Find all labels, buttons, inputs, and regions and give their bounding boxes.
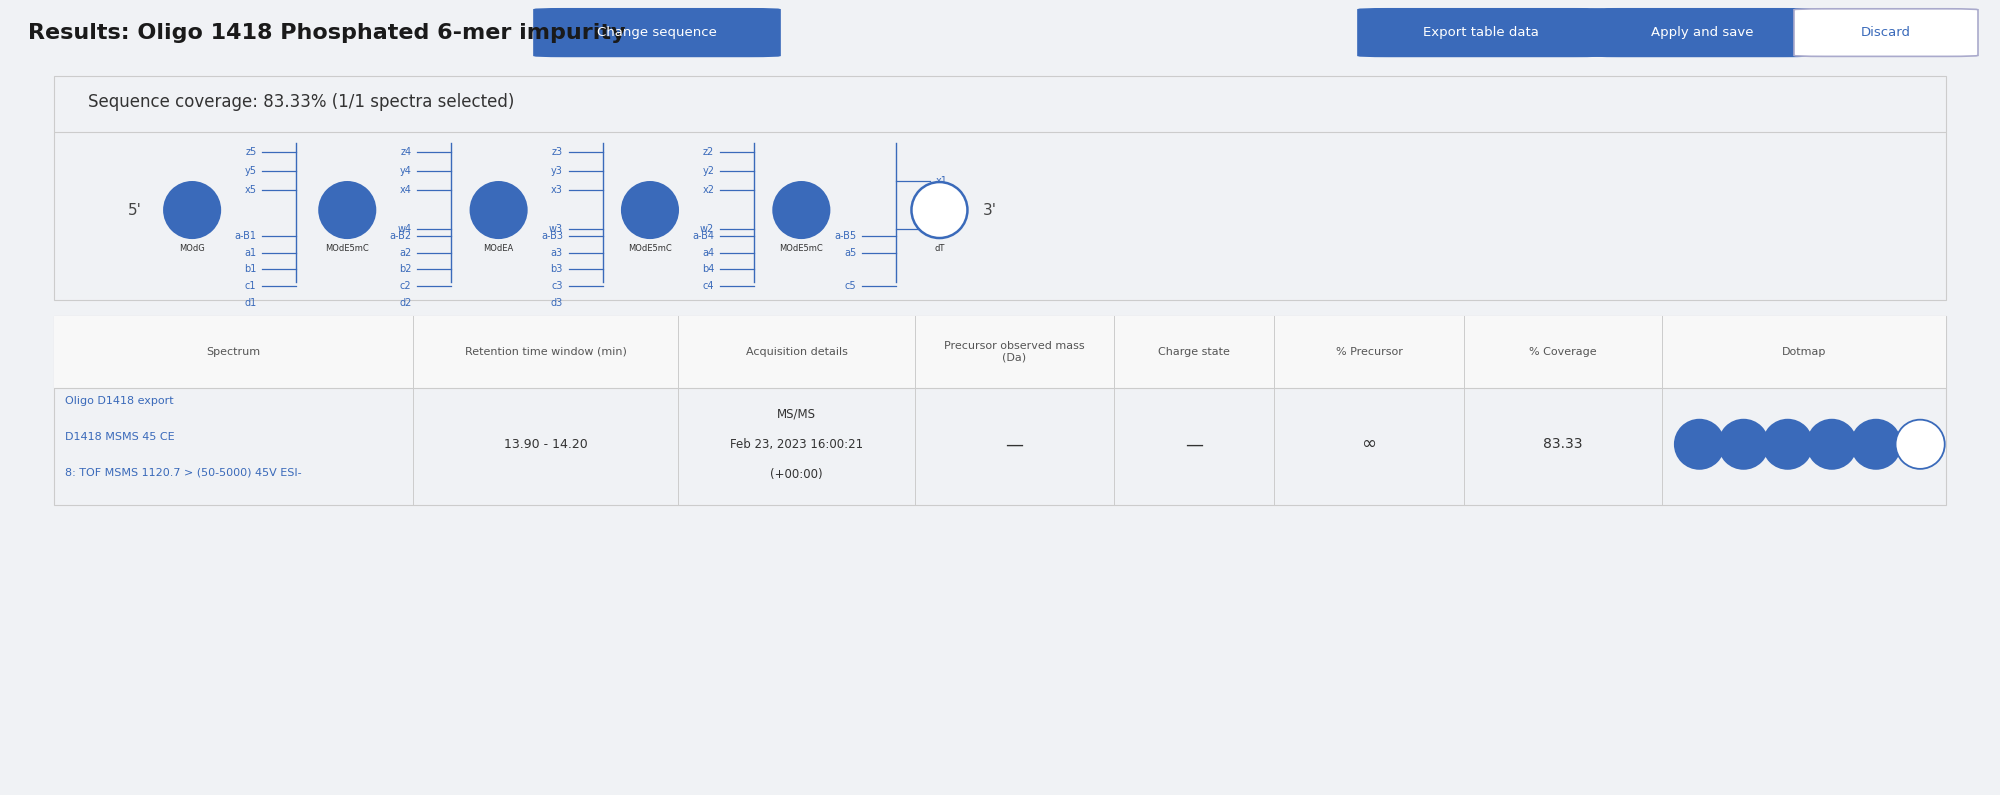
Text: 3': 3' (982, 203, 996, 218)
Text: —: — (1006, 436, 1024, 453)
Text: MS/MS: MS/MS (778, 408, 816, 421)
Text: y3: y3 (552, 166, 562, 176)
Text: c2: c2 (400, 281, 412, 291)
Text: Acquisition details: Acquisition details (746, 347, 848, 357)
Ellipse shape (1896, 420, 1944, 469)
Text: c5: c5 (844, 281, 856, 291)
Ellipse shape (1718, 420, 1768, 469)
FancyBboxPatch shape (54, 316, 1946, 387)
Ellipse shape (622, 182, 678, 238)
Text: x5: x5 (244, 185, 256, 195)
Text: (+00:00): (+00:00) (770, 468, 822, 481)
Text: a2: a2 (400, 247, 412, 258)
Text: Dotmap: Dotmap (1782, 347, 1826, 357)
Text: w1: w1 (936, 224, 950, 234)
Text: Export table data: Export table data (1424, 26, 1538, 39)
Ellipse shape (1808, 420, 1856, 469)
Ellipse shape (774, 182, 830, 238)
Text: 83.33: 83.33 (1544, 437, 1582, 452)
Text: a4: a4 (702, 247, 714, 258)
Text: c1: c1 (244, 281, 256, 291)
Text: b1: b1 (244, 265, 256, 274)
Text: w3: w3 (548, 224, 562, 234)
Text: Results: Oligo 1418 Phosphated 6-mer impurity: Results: Oligo 1418 Phosphated 6-mer imp… (28, 22, 626, 43)
Text: d3: d3 (550, 298, 562, 308)
Text: c4: c4 (702, 281, 714, 291)
Text: a3: a3 (550, 247, 562, 258)
Text: Spectrum: Spectrum (206, 347, 260, 357)
Text: 5': 5' (128, 203, 142, 218)
Text: D1418 MSMS 45 CE: D1418 MSMS 45 CE (66, 432, 174, 442)
Text: z4: z4 (400, 147, 412, 157)
Ellipse shape (912, 182, 968, 238)
Text: % Precursor: % Precursor (1336, 347, 1402, 357)
Text: Feb 23, 2023 16:00:21: Feb 23, 2023 16:00:21 (730, 438, 864, 451)
Ellipse shape (164, 182, 220, 238)
Text: c3: c3 (552, 281, 562, 291)
Text: z2: z2 (704, 147, 714, 157)
Text: y4: y4 (400, 166, 412, 176)
Text: 8: TOF MSMS 1120.7 > (50-5000) 45V ESI-: 8: TOF MSMS 1120.7 > (50-5000) 45V ESI- (66, 467, 302, 478)
Text: 13.90 - 14.20: 13.90 - 14.20 (504, 438, 588, 451)
Text: MOdE5mC: MOdE5mC (628, 243, 672, 253)
Text: z3: z3 (552, 147, 562, 157)
Text: w2: w2 (700, 224, 714, 234)
Text: y2: y2 (702, 166, 714, 176)
Text: MOdE5mC: MOdE5mC (326, 243, 370, 253)
Ellipse shape (1674, 420, 1724, 469)
Text: y5: y5 (244, 166, 256, 176)
Text: Sequence coverage: 83.33% (1/1 spectra selected): Sequence coverage: 83.33% (1/1 spectra s… (88, 94, 514, 111)
Text: a-B1: a-B1 (234, 231, 256, 241)
Text: b2: b2 (400, 265, 412, 274)
Text: b4: b4 (702, 265, 714, 274)
Text: dT: dT (934, 243, 944, 253)
Text: MOdEA: MOdEA (484, 243, 514, 253)
Text: b3: b3 (550, 265, 562, 274)
Ellipse shape (1764, 420, 1812, 469)
Text: ∞: ∞ (1362, 436, 1376, 453)
FancyBboxPatch shape (1358, 9, 1604, 56)
FancyBboxPatch shape (1794, 9, 1978, 56)
Text: a5: a5 (844, 247, 856, 258)
Text: Oligo D1418 export: Oligo D1418 export (66, 396, 174, 405)
Text: MOdG: MOdG (180, 243, 204, 253)
Text: Retention time window (min): Retention time window (min) (464, 347, 626, 357)
Ellipse shape (1852, 420, 1900, 469)
Text: MOdE5mC: MOdE5mC (780, 243, 824, 253)
Text: a1: a1 (244, 247, 256, 258)
Text: w4: w4 (398, 224, 412, 234)
FancyBboxPatch shape (534, 9, 780, 56)
Text: z5: z5 (246, 147, 256, 157)
Text: Precursor observed mass
(Da): Precursor observed mass (Da) (944, 341, 1084, 363)
Text: d1: d1 (244, 298, 256, 308)
FancyBboxPatch shape (1590, 9, 1814, 56)
Text: % Coverage: % Coverage (1530, 347, 1596, 357)
Text: Charge state: Charge state (1158, 347, 1230, 357)
Text: x2: x2 (702, 185, 714, 195)
Text: x3: x3 (552, 185, 562, 195)
Text: a-B3: a-B3 (540, 231, 562, 241)
Text: a-B4: a-B4 (692, 231, 714, 241)
Text: x4: x4 (400, 185, 412, 195)
Text: x1: x1 (936, 176, 948, 186)
Text: a-B5: a-B5 (834, 231, 856, 241)
Text: a-B2: a-B2 (390, 231, 412, 241)
Ellipse shape (470, 182, 526, 238)
Text: Discard: Discard (1862, 26, 1912, 39)
Text: —: — (1184, 436, 1202, 453)
Text: d2: d2 (400, 298, 412, 308)
Ellipse shape (320, 182, 376, 238)
Text: Apply and save: Apply and save (1650, 26, 1754, 39)
Text: Change sequence: Change sequence (598, 26, 716, 39)
